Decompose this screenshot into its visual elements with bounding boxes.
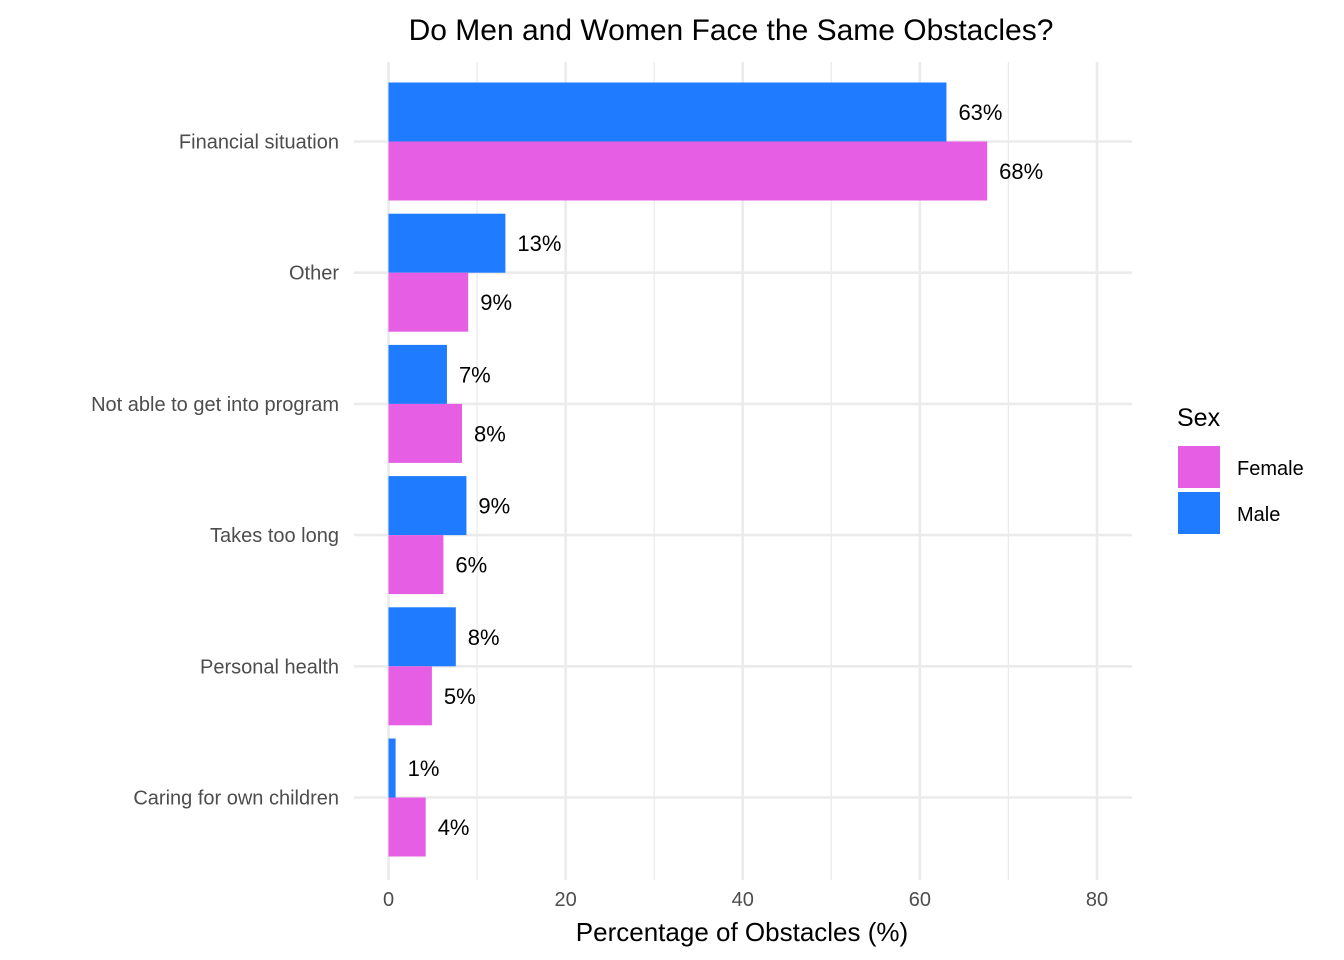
x-tick-label: 40	[732, 889, 754, 911]
bar-female	[388, 141, 988, 201]
legend: Sex Female Male	[1177, 404, 1304, 534]
data-label: 13%	[517, 231, 561, 256]
category-label: Takes too long	[210, 525, 339, 547]
category-label: Caring for own children	[133, 788, 339, 810]
data-label: 8%	[474, 421, 506, 446]
bar-male	[388, 607, 456, 667]
data-label: 5%	[444, 684, 476, 709]
x-axis-title: Percentage of Obstacles (%)	[576, 917, 908, 947]
category-label: Personal health	[200, 656, 339, 678]
data-label: 9%	[478, 494, 510, 519]
legend-swatch	[1178, 446, 1220, 488]
category-label: Other	[289, 263, 339, 285]
x-tick-label: 20	[555, 889, 577, 911]
bar-female	[388, 666, 432, 726]
bars	[388, 82, 988, 857]
y-axis-categories: Financial situation Other Not able to get …	[91, 132, 339, 810]
bar-male	[388, 82, 947, 142]
bar-female	[388, 797, 426, 857]
data-label: 68%	[999, 159, 1043, 184]
bar-female	[388, 403, 463, 463]
data-label: 4%	[438, 815, 470, 840]
data-label: 6%	[455, 553, 487, 578]
data-label: 8%	[468, 625, 500, 650]
legend-label: Female	[1237, 458, 1304, 480]
x-tick-label: 0	[383, 889, 394, 911]
legend-items: Female Male	[1178, 446, 1304, 534]
category-label: Financial situation	[179, 132, 339, 154]
x-tick-label: 80	[1086, 889, 1108, 911]
legend-label: Male	[1237, 504, 1280, 526]
legend-swatch	[1178, 492, 1220, 534]
category-label: Not able to get into program	[91, 394, 339, 416]
data-label: 1%	[408, 756, 440, 781]
data-label: 9%	[480, 290, 512, 315]
bar-male	[388, 344, 447, 404]
bar-male	[388, 738, 396, 798]
x-axis-ticks: 0 20 40 60 80	[383, 889, 1108, 911]
bar-male	[388, 476, 467, 536]
data-label: 63%	[958, 100, 1002, 125]
data-label: 7%	[459, 362, 491, 387]
data-labels: 63% 68% 13% 9% 7% 8% 9% 6% 8% 5% 1% 4%	[408, 100, 1044, 840]
bar-female	[388, 535, 444, 595]
chart-title: Do Men and Women Face the Same Obstacles…	[409, 14, 1054, 47]
bar-male	[388, 213, 506, 273]
bar-female	[388, 272, 469, 332]
x-tick-label: 60	[909, 889, 931, 911]
legend-title: Sex	[1177, 404, 1221, 432]
